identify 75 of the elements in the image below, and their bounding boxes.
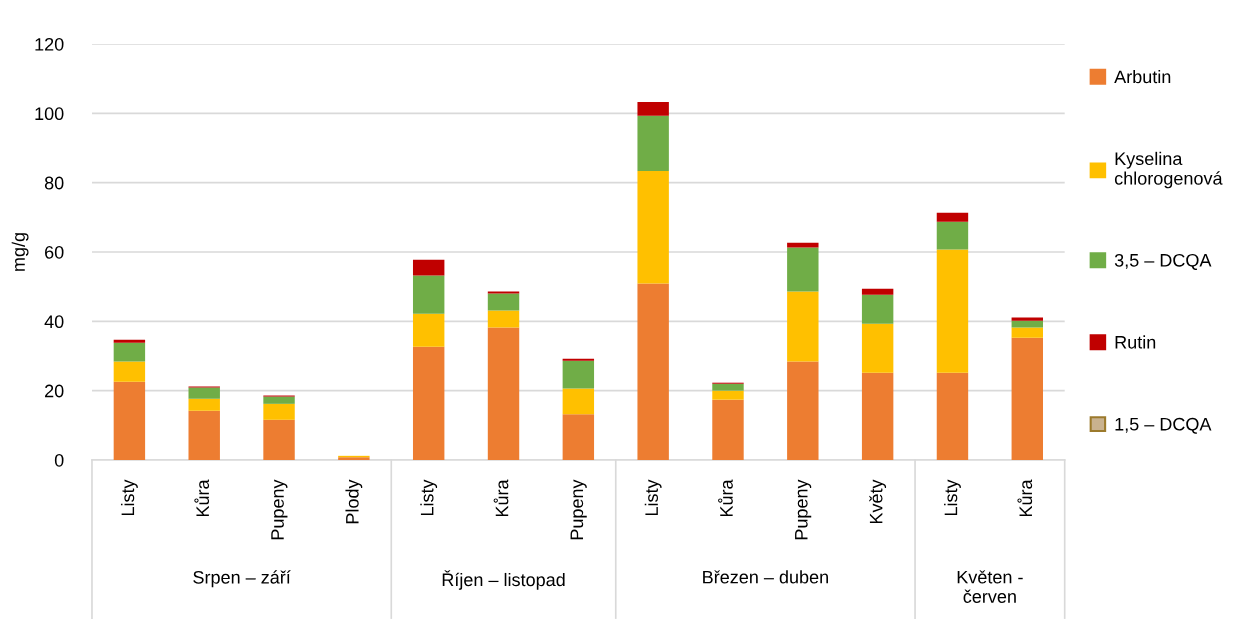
bar — [861, 372, 894, 460]
bar — [712, 383, 744, 391]
x-tick-label: Pupeny — [271, 479, 288, 540]
bar — [787, 242, 819, 248]
bar — [487, 327, 520, 460]
bar — [487, 310, 520, 328]
y-tick-label: 100 — [35, 107, 64, 121]
bar — [936, 249, 969, 373]
bar — [487, 291, 520, 294]
bar — [1011, 320, 1043, 328]
legend-label: Arbutin — [1114, 69, 1171, 84]
bar — [861, 323, 894, 373]
bar — [637, 115, 669, 171]
bar — [936, 221, 969, 250]
bar — [487, 293, 520, 311]
bar — [562, 388, 595, 415]
x-tick-label: Pupeny — [570, 479, 587, 540]
bar — [861, 288, 894, 295]
bar — [188, 387, 220, 399]
legend-label: Rutin — [1115, 335, 1156, 349]
legend-label: 1,5 – DCQA — [1115, 417, 1212, 434]
bar — [263, 419, 295, 460]
y-tick-label: 120 — [35, 37, 64, 51]
bar — [637, 283, 669, 460]
bar — [263, 403, 295, 420]
bar — [787, 291, 819, 362]
x-tick-label: Kůra — [493, 479, 509, 517]
x-tick-label: Kůra — [718, 479, 733, 517]
legend-label: 3,5 – DCQA — [1114, 253, 1212, 270]
bar — [787, 247, 819, 292]
bar — [712, 390, 744, 400]
y-tick-label: 20 — [45, 384, 64, 398]
bar — [787, 361, 819, 460]
bar — [562, 358, 595, 361]
bar — [188, 398, 220, 411]
bar — [1011, 337, 1043, 460]
y-tick-label: 0 — [54, 453, 64, 467]
bar — [263, 396, 295, 404]
bar — [412, 313, 445, 347]
x-tick-label: Kůra — [194, 479, 210, 517]
bar — [936, 212, 969, 222]
bar — [113, 381, 146, 460]
bar — [113, 339, 146, 343]
x-tick-label: Listy — [420, 479, 438, 516]
bar — [113, 342, 146, 362]
bar — [1011, 317, 1043, 321]
bar — [412, 259, 445, 276]
bar — [113, 361, 146, 382]
text: Březen – duben — [703, 570, 828, 584]
x-tick-label: Květy — [869, 479, 887, 524]
x-tick-label: Pupeny — [795, 479, 812, 540]
bar — [562, 360, 595, 389]
y-tick-label: 60 — [45, 245, 64, 259]
x-tick-label: Listy — [944, 479, 961, 516]
y-axis-title: mg/g — [11, 233, 29, 271]
bar — [1011, 327, 1043, 338]
bar — [861, 294, 894, 324]
bar — [412, 346, 445, 460]
x-tick-label: Listy — [120, 479, 138, 516]
x-tick-label: Plody — [345, 479, 363, 524]
bar — [412, 275, 445, 314]
bar — [637, 170, 669, 284]
bar — [562, 414, 595, 460]
text: Květen - červen — [957, 570, 1023, 603]
bar — [188, 410, 220, 460]
text: Srpen – září — [193, 570, 291, 588]
bar — [936, 372, 969, 460]
x-tick-label: Kůra — [1017, 479, 1033, 517]
x-tick-label: Listy — [644, 479, 662, 516]
y-tick-label: 40 — [44, 315, 64, 329]
text: Říjen – listopad — [442, 570, 565, 590]
y-tick-label: 80 — [44, 176, 64, 190]
bar — [637, 101, 669, 116]
bar — [712, 399, 744, 460]
legend-label: Kyselina chlorogenová — [1114, 151, 1223, 189]
